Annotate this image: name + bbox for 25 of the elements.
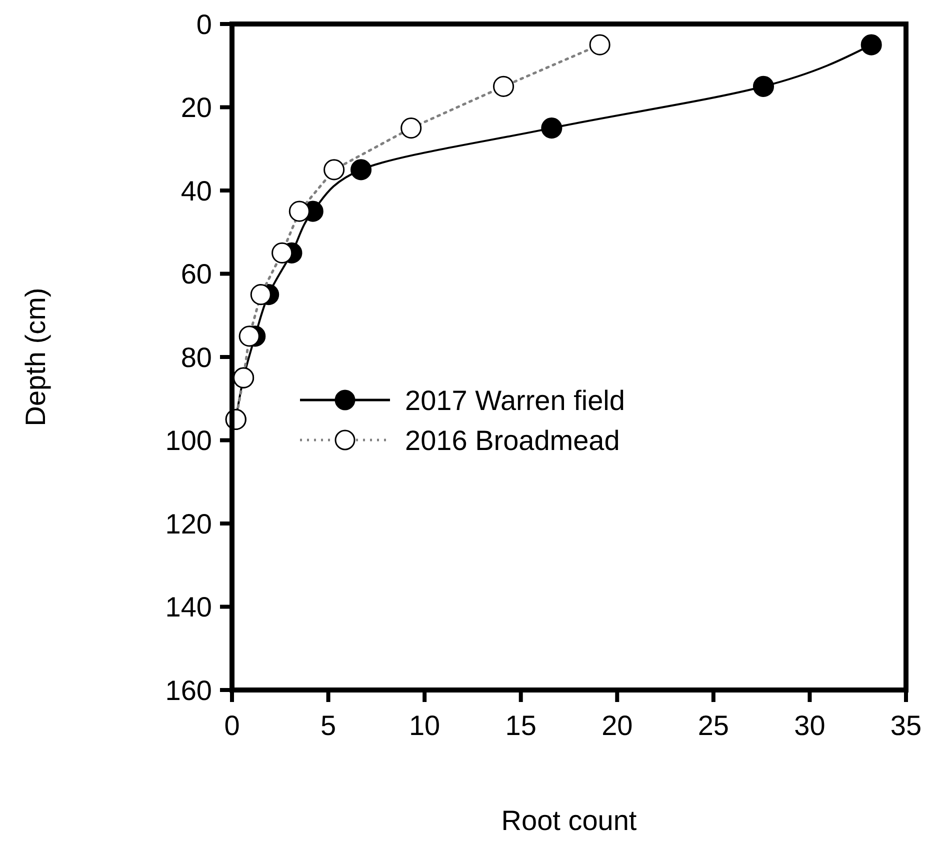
y-tick-label: 80: [180, 342, 212, 373]
legend-label: 2016 Broadmead: [405, 424, 620, 456]
x-tick-label: 5: [320, 710, 336, 741]
x-tick-label: 15: [505, 710, 536, 741]
legend-label: 2017 Warren field: [405, 384, 625, 416]
x-tick-label: 30: [794, 710, 826, 741]
x-tick-label: 35: [890, 710, 922, 741]
point: [350, 159, 372, 180]
y-tick-label: 0: [196, 8, 212, 40]
x-axis-title: Root count: [501, 805, 637, 836]
x-tick-label: 0: [224, 710, 240, 741]
x-tick-label: 25: [698, 710, 730, 741]
y-tick-label: 160: [165, 674, 212, 706]
y-tick-label: 40: [180, 175, 212, 206]
x-tick-label: 10: [408, 710, 440, 741]
x-tick-label: 20: [602, 710, 633, 741]
y-tick-label: 100: [165, 425, 212, 456]
y-tick-label: 140: [165, 592, 212, 623]
y-tick-label: 20: [180, 92, 212, 124]
y-tick-label: 120: [165, 508, 212, 540]
y-tick-label: 60: [180, 258, 212, 290]
point: [860, 34, 882, 56]
point: [752, 76, 774, 97]
y-axis-title: Depth (cm): [20, 288, 51, 426]
point: [541, 118, 562, 139]
